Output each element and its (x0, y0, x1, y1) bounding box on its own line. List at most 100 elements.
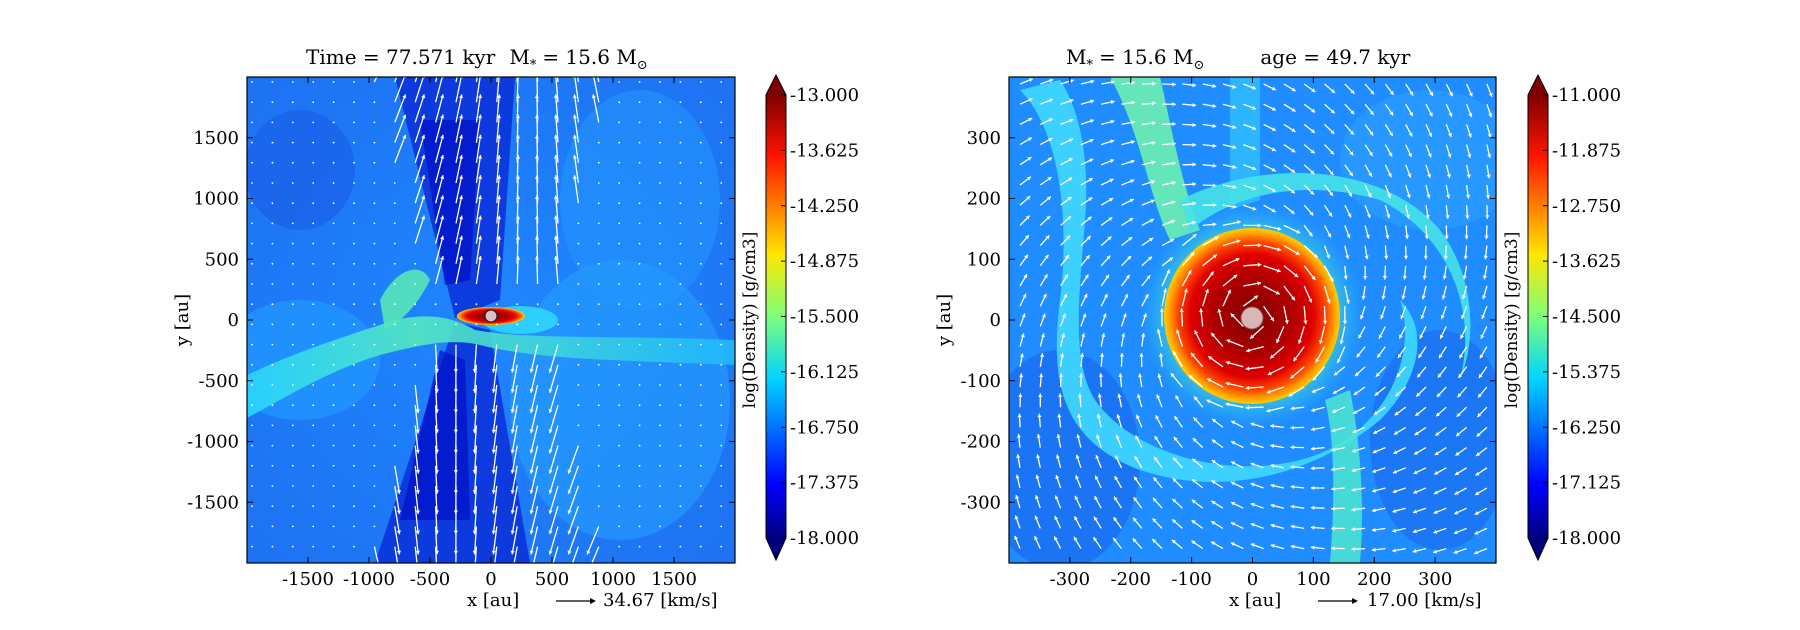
velocity-vector (312, 545, 315, 548)
velocity-vector (1463, 245, 1468, 260)
velocity-vector (510, 425, 518, 454)
velocity-vector (1060, 274, 1069, 287)
velocity-vector (1100, 159, 1115, 166)
velocity-vector (1331, 406, 1346, 414)
velocity-vector (1172, 477, 1183, 489)
velocity-vector (618, 424, 621, 427)
velocity-vector (1060, 293, 1068, 307)
velocity-vector (1019, 195, 1031, 206)
velocity-vector (1434, 426, 1447, 437)
velocity-vector (1120, 313, 1127, 327)
velocity-vector (699, 242, 702, 245)
velocity-vector (1162, 82, 1176, 87)
velocity-vector (1015, 494, 1021, 509)
velocity-vector (1392, 487, 1406, 494)
velocity-vector (1141, 180, 1156, 186)
velocity-vector (1101, 80, 1115, 85)
velocity-vector (1080, 197, 1093, 206)
left-colorbar: -13.000 -13.625 -14.250 -14.875 -15.500 -16.1… (740, 73, 859, 562)
velocity-vector (597, 404, 600, 407)
left-title: Time = 77.571 kyr M* = 15.6 M⊙ (306, 45, 648, 73)
velocity-vector (1202, 253, 1218, 267)
x-tick-label: -100 (1171, 569, 1211, 590)
velocity-vector (1019, 373, 1024, 388)
velocity-vector (1222, 83, 1237, 89)
y-tick-label: 1500 (193, 128, 239, 149)
velocity-vector (1465, 184, 1471, 199)
velocity-vector (251, 505, 253, 508)
velocity-vector (577, 404, 580, 407)
velocity-vector (1199, 308, 1204, 327)
velocity-vector (475, 323, 478, 326)
velocity-vector (548, 425, 559, 454)
velocity-vector (1478, 366, 1488, 379)
velocity-vector (1486, 103, 1493, 118)
velocity-vector (1476, 406, 1488, 418)
velocity-vector (638, 464, 641, 467)
velocity-vector (1461, 285, 1468, 300)
velocity-vector (1364, 204, 1371, 219)
velocity-vector (312, 323, 315, 326)
velocity-vector (1344, 184, 1353, 198)
velocity-vector (510, 506, 518, 535)
velocity-vector (1121, 100, 1136, 105)
velocity-vector (1181, 269, 1192, 287)
velocity-vector (1100, 333, 1106, 347)
velocity-vector (557, 323, 559, 326)
velocity-vector (414, 262, 417, 265)
velocity-vector (1133, 476, 1143, 489)
velocity-vector (332, 303, 335, 306)
velocity-vector (1445, 164, 1451, 179)
velocity-vector (638, 323, 641, 326)
velocity-vector (1364, 103, 1375, 116)
velocity-vector (353, 141, 355, 144)
velocity-vector (414, 425, 420, 454)
velocity-vector (548, 465, 559, 494)
velocity-vector (1361, 285, 1366, 300)
velocity-vector (1182, 142, 1197, 147)
velocity-vector (394, 506, 401, 535)
velocity-vector (1486, 164, 1491, 179)
velocity-vector (659, 161, 661, 164)
velocity-vector (577, 384, 580, 386)
velocity-vector (597, 283, 600, 285)
velocity-vector (414, 195, 426, 224)
velocity-vector (1289, 366, 1305, 379)
x-tick-label: -200 (1111, 569, 1151, 590)
velocity-vector (1034, 495, 1041, 509)
velocity-vector (510, 364, 518, 393)
velocity-vector (414, 114, 426, 143)
velocity-vector (548, 526, 559, 555)
velocity-vector (1312, 366, 1325, 381)
velocity-vector (1297, 326, 1305, 344)
velocity-vector (618, 202, 621, 205)
velocity-vector (679, 202, 682, 205)
velocity-vector (1120, 332, 1126, 347)
velocity-vector (1194, 330, 1204, 347)
velocity-vector (312, 161, 315, 164)
velocity-vector (271, 101, 274, 104)
velocity-vector (1453, 527, 1467, 535)
velocity-vector (291, 404, 294, 407)
velocity-vector (510, 465, 518, 494)
velocity-vector (251, 525, 253, 528)
velocity-vector (1202, 222, 1217, 227)
velocity-vector (1202, 271, 1215, 287)
velocity-vector (373, 303, 376, 306)
velocity-vector (638, 202, 641, 205)
left-velocity-field (251, 77, 723, 563)
left-vector-key: 34.67 [km/s] (556, 590, 718, 611)
velocity-vector (393, 303, 396, 306)
velocity-vector (1432, 547, 1447, 554)
velocity-vector (577, 343, 580, 346)
velocity-vector (1222, 103, 1237, 109)
velocity-vector (679, 505, 682, 508)
velocity-vector (1336, 346, 1346, 364)
velocity-vector (1424, 225, 1429, 240)
velocity-vector (659, 485, 661, 487)
velocity-vector (577, 303, 580, 306)
velocity-vector (1440, 305, 1447, 320)
colorbar-tick-label: -11.000 (1552, 85, 1621, 106)
velocity-vector (1119, 353, 1124, 367)
velocity-vector (373, 121, 376, 124)
